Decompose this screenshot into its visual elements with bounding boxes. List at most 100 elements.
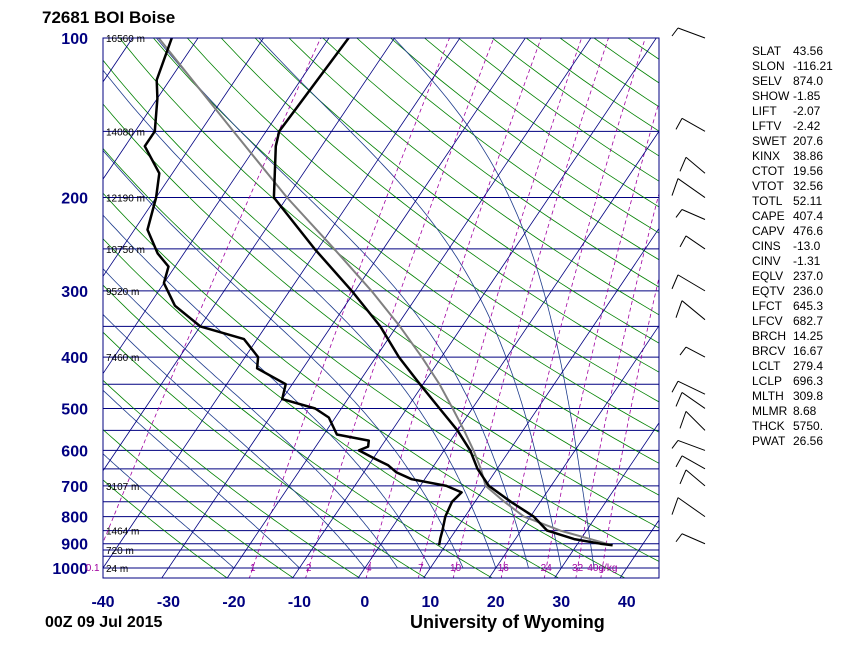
index-row: SWET 207.6 (752, 134, 853, 149)
index-name: LFCT (752, 299, 782, 313)
index-row: TOTL 52.11 (752, 194, 853, 209)
index-value: 476.6 (793, 224, 824, 238)
x-tick-label: -30 (157, 594, 180, 611)
index-row: EQTV 236.0 (752, 284, 853, 299)
mixing-ratio-label: 16 (498, 563, 510, 574)
index-row: THCK 5750. (752, 419, 853, 434)
height-label: 14080 m (106, 127, 145, 138)
index-value: 5750. (793, 419, 824, 433)
dry-adiabat-line (103, 479, 228, 578)
index-row: MLMR 8.68 (752, 404, 853, 419)
index-row: SHOW -1.85 (752, 89, 853, 104)
index-value: 16.67 (793, 344, 824, 358)
y-tick-label: 200 (61, 191, 88, 208)
mixing-ratio-line (365, 38, 542, 578)
dry-adiabat-line (220, 38, 659, 373)
index-name: SLON (752, 59, 785, 73)
x-tick-label: 10 (421, 594, 439, 611)
index-value: 52.11 (793, 194, 823, 208)
mixing-ratio-line (600, 276, 659, 578)
wind-barb (671, 439, 706, 451)
wind-barb (671, 27, 706, 39)
y-tick-label: 300 (61, 284, 88, 301)
index-name: BRCV (752, 344, 786, 358)
dewpoint-trace (143, 38, 463, 546)
y-tick-label: 100 (61, 31, 88, 48)
index-value: 279.4 (793, 359, 824, 373)
wind-barb (671, 380, 706, 395)
x-tick-label: 30 (552, 594, 570, 611)
index-value: -116.21 (793, 59, 833, 73)
mixing-ratio-line (103, 38, 322, 544)
index-row: CTOT 19.56 (752, 164, 853, 179)
isotherm-line (0, 26, 10, 579)
height-label: 9520 m (106, 287, 139, 298)
index-name: CTOT (752, 164, 785, 178)
x-tick-label: 0 (360, 594, 369, 611)
index-name: THCK (752, 419, 785, 433)
index-row: LFCT 645.3 (752, 299, 853, 314)
index-name: MLTH (752, 389, 784, 403)
dry-adiabat-line (103, 103, 659, 529)
index-value: 309.8 (793, 389, 824, 403)
wind-barb (675, 533, 706, 545)
wind-barb (675, 300, 706, 321)
mixing-ratio-label: 1 (250, 563, 256, 574)
y-tick-label: 800 (61, 510, 88, 527)
mixing-ratio-line (500, 38, 646, 578)
height-label: 16560 m (106, 34, 145, 45)
index-value: 237.0 (793, 269, 824, 283)
mixing-ratio-line (417, 38, 582, 578)
index-row: LCLP 696.3 (752, 374, 853, 389)
index-value: 38.86 (793, 149, 824, 163)
index-name: BRCH (752, 329, 787, 343)
moist-adiabat-line (103, 313, 366, 569)
dry-adiabat-line (288, 38, 659, 316)
moist-adiabat-line (103, 149, 464, 569)
index-row: BRCH 14.25 (752, 329, 853, 344)
isotherm-line (488, 324, 659, 578)
temperature-trace (272, 38, 613, 547)
dry-adiabat-line (103, 238, 560, 578)
isotherm-line (423, 227, 659, 578)
wind-barbs (671, 27, 706, 545)
index-row: VTOT 32.56 (752, 179, 853, 194)
wind-barb (675, 117, 706, 132)
wind-barb (679, 469, 706, 487)
isotherm-line (103, 38, 199, 180)
dry-adiabat-line (103, 331, 427, 578)
index-name: LCLP (752, 374, 783, 388)
index-name: EQTV (752, 284, 785, 298)
mixing-ratio-label: 2 (306, 563, 312, 574)
chart-title: 72681 BOI Boise (42, 8, 176, 27)
moist-adiabat-line (393, 38, 595, 569)
wind-barb (675, 455, 706, 470)
dry-adiabat-line (103, 429, 295, 578)
mixing-ratio-label: 10 (450, 563, 462, 574)
index-value: 682.7 (793, 314, 824, 328)
dry-adiabat-line (187, 38, 659, 403)
index-value: 645.3 (793, 299, 824, 313)
mixing-ratio-label: 0.1 (86, 563, 100, 574)
index-name: LCLT (752, 359, 781, 373)
index-value: 696.3 (793, 374, 824, 388)
index-value: -1.31 (793, 254, 821, 268)
height-label: 1464 m (106, 527, 139, 538)
index-value: 407.4 (793, 209, 824, 223)
isotherm-line (161, 38, 526, 578)
moist-adiabat-line (103, 389, 300, 569)
moist-adiabat-line (156, 38, 529, 569)
x-tick-label: -40 (91, 594, 114, 611)
index-name: LIFT (752, 104, 777, 118)
index-row: KINX 38.86 (752, 149, 853, 164)
index-name: LFCV (752, 314, 783, 328)
index-row: SLAT 43.56 (752, 44, 853, 59)
stability-indices: SLAT 43.56 SLON -116.21 SELV 874.0 SHOW -1.85 LI… (752, 44, 853, 449)
index-value: -13.0 (793, 239, 821, 253)
dry-adiabat-line (103, 147, 659, 562)
x-tick-label: 40 (618, 594, 636, 611)
index-value: 8.68 (793, 404, 817, 418)
dry-adiabat-line (356, 38, 659, 261)
wind-barb (671, 497, 706, 518)
dry-adiabat-line (103, 192, 626, 578)
